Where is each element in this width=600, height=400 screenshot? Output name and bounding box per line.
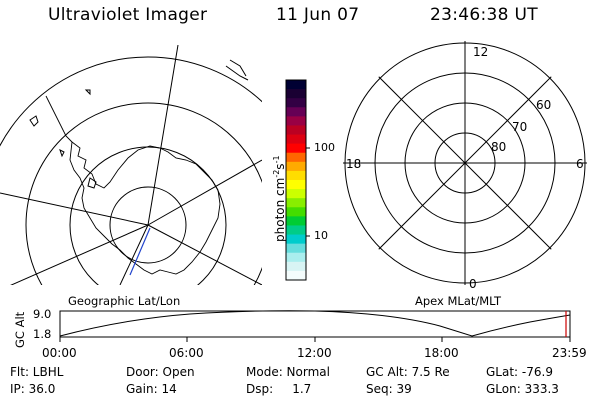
- colorbar-band: [286, 234, 306, 245]
- geographic-map: [0, 45, 262, 285]
- colorbar-band: [286, 80, 306, 90]
- island-3: [29, 115, 39, 127]
- colorbar-band: [286, 261, 306, 272]
- status-dsp: Dsp: 1.7: [246, 382, 312, 396]
- date-label: 11 Jun 07: [276, 5, 360, 25]
- altitude-xtick-0600: 06:00: [169, 346, 204, 360]
- altitude-xtick-2359: 23:59: [552, 346, 587, 360]
- status-seq: Seq: 39: [366, 382, 412, 396]
- meridian-1: [147, 45, 179, 226]
- mlt-diag-2: [377, 75, 553, 251]
- colorbar-band: [286, 252, 306, 263]
- colorbar-tick-label-10: 10: [314, 229, 328, 242]
- status-ip: IP: 36.0: [10, 382, 56, 396]
- colorbar-band: [286, 98, 306, 108]
- mlat-label-80: 80: [491, 140, 507, 154]
- status-filter: Flt: LBHL: [10, 365, 64, 379]
- colorbar-band: [286, 143, 306, 154]
- altitude-xtick-1800: 18:00: [424, 346, 459, 360]
- instrument-title: Ultraviolet Imager: [48, 5, 208, 25]
- time-label: 23:46:38 UT: [430, 5, 538, 25]
- colorbar-band: [286, 89, 306, 99]
- meridian-2: [0, 192, 149, 226]
- colorbar-band: [286, 152, 306, 163]
- antarctica-coastline: [69, 141, 221, 275]
- colorbar-band: [286, 216, 306, 227]
- meridian-5: [10, 224, 149, 285]
- colorbar-band: [286, 170, 306, 181]
- colorbar-tick-label-100: 100: [314, 141, 335, 154]
- mlat-label-70: 70: [512, 120, 528, 134]
- meridian-3: [147, 159, 262, 226]
- colorbar-frame: [285, 79, 307, 281]
- altitude-ytick-9: 9.0: [33, 307, 52, 321]
- altitude-xtick-0000: 00:00: [42, 346, 77, 360]
- colorbar-band: [286, 189, 306, 199]
- colorbar-band: [286, 116, 306, 127]
- mlt-label-18: 18: [346, 157, 362, 171]
- mlat-label-60: 60: [536, 98, 552, 112]
- status-glat: GLat: -76.9: [486, 365, 553, 379]
- colorbar: [286, 80, 306, 281]
- colorbar-band: [286, 243, 306, 254]
- altitude-xtick-1200: 12:00: [297, 346, 332, 360]
- lat-circle-3: [25, 102, 262, 285]
- island-1: [87, 177, 97, 189]
- status-door: Door: Open: [126, 365, 195, 379]
- colorbar-band: [286, 225, 306, 236]
- colorbar-band: [286, 125, 306, 136]
- lat-circle-outer: [0, 56, 262, 147]
- altitude-ylabel: GC Alt: [13, 311, 27, 348]
- mlt-label-6: 6: [576, 157, 584, 171]
- island-5: [229, 59, 247, 77]
- peninsula-coast: [45, 95, 73, 143]
- altitude-ytick-1-8: 1.8: [33, 327, 52, 341]
- geographic-caption: Geographic Lat/Lon: [68, 294, 181, 308]
- colorbar-band: [286, 207, 306, 217]
- meridian-4: [147, 224, 262, 285]
- status-gain: Gain: 14: [126, 382, 177, 396]
- altitude-plot: [59, 310, 571, 342]
- lat-circle-inner: [109, 186, 187, 264]
- altitude-frame: [59, 310, 571, 338]
- status-mode: Mode: Normal: [246, 365, 330, 379]
- colorbar-band: [286, 107, 306, 117]
- mlt-label-0: 0: [469, 277, 477, 291]
- altitude-curve: [59, 310, 571, 337]
- status-gc-alt: GC Alt: 7.5 Re: [366, 365, 450, 379]
- apex-caption: Apex MLat/MLT: [415, 294, 502, 308]
- colorbar-band: [286, 198, 306, 208]
- colorbar-band: [286, 161, 306, 172]
- island-2: [59, 149, 65, 158]
- colorbar-unit-label: photon cm-2s-1: [272, 155, 287, 242]
- colorbar-band: [286, 134, 306, 145]
- magnetic-polar-plot: [343, 41, 587, 285]
- colorbar-band: [286, 270, 306, 281]
- island-6: [225, 65, 249, 81]
- mlt-label-12: 12: [473, 45, 489, 59]
- colorbar-band: [286, 180, 306, 190]
- meridian-6: [119, 224, 149, 285]
- satellite-track: [129, 227, 151, 276]
- island-4: [84, 89, 91, 96]
- status-glon: GLon: 333.3: [486, 382, 559, 396]
